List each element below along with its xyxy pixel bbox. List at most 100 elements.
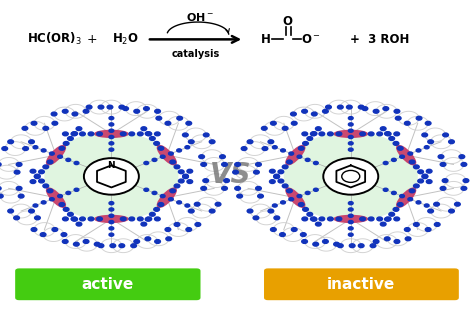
Circle shape [155, 240, 160, 243]
Text: OH$^-$: OH$^-$ [186, 11, 214, 23]
Circle shape [311, 112, 317, 116]
Circle shape [408, 152, 413, 155]
Circle shape [210, 209, 215, 213]
Circle shape [328, 217, 333, 221]
Circle shape [280, 233, 285, 237]
Ellipse shape [397, 146, 416, 165]
Circle shape [160, 155, 165, 158]
Circle shape [110, 244, 116, 248]
Circle shape [158, 146, 164, 150]
Circle shape [428, 209, 434, 213]
Circle shape [146, 132, 152, 136]
Circle shape [394, 132, 400, 136]
Circle shape [284, 132, 417, 220]
Circle shape [129, 132, 135, 136]
Circle shape [278, 179, 284, 183]
Circle shape [319, 132, 325, 136]
Circle shape [337, 105, 343, 109]
Circle shape [358, 244, 364, 248]
Circle shape [362, 107, 368, 111]
Circle shape [383, 188, 388, 192]
Circle shape [18, 194, 24, 198]
Circle shape [35, 174, 40, 178]
Circle shape [2, 147, 8, 151]
Circle shape [174, 184, 180, 188]
Circle shape [187, 180, 192, 184]
Circle shape [16, 163, 22, 166]
Circle shape [348, 214, 353, 217]
Circle shape [289, 198, 293, 201]
Ellipse shape [157, 146, 176, 165]
Circle shape [383, 107, 389, 111]
Circle shape [59, 203, 65, 206]
Circle shape [302, 132, 308, 136]
Circle shape [129, 217, 135, 221]
Circle shape [358, 105, 364, 109]
Circle shape [316, 222, 321, 226]
Circle shape [0, 194, 3, 198]
Circle shape [397, 203, 403, 206]
Circle shape [194, 202, 200, 206]
Circle shape [185, 204, 190, 207]
Circle shape [165, 228, 171, 232]
Text: HC(OR)$_3$: HC(OR)$_3$ [27, 31, 82, 48]
Circle shape [368, 217, 374, 221]
Circle shape [68, 212, 73, 216]
Circle shape [224, 179, 229, 182]
Circle shape [434, 202, 439, 206]
Circle shape [302, 217, 308, 221]
Circle shape [210, 140, 215, 144]
Circle shape [336, 132, 342, 136]
Circle shape [237, 194, 243, 198]
Circle shape [187, 169, 192, 173]
Circle shape [258, 194, 264, 198]
Circle shape [247, 209, 253, 213]
Circle shape [155, 217, 160, 221]
Circle shape [299, 203, 304, 206]
Circle shape [334, 242, 339, 246]
Circle shape [97, 132, 102, 136]
Circle shape [35, 175, 40, 179]
Circle shape [348, 148, 353, 151]
Circle shape [416, 201, 421, 204]
Circle shape [370, 244, 376, 248]
Circle shape [389, 212, 394, 216]
Circle shape [88, 132, 94, 136]
Circle shape [302, 240, 308, 243]
Circle shape [134, 240, 139, 243]
Circle shape [434, 223, 440, 226]
Circle shape [94, 242, 100, 246]
Circle shape [424, 204, 429, 207]
Circle shape [395, 116, 401, 120]
Circle shape [394, 109, 400, 113]
Ellipse shape [157, 188, 176, 207]
Circle shape [64, 141, 69, 145]
Circle shape [51, 112, 57, 116]
Circle shape [141, 127, 146, 130]
Circle shape [165, 121, 171, 125]
Circle shape [145, 132, 151, 135]
Circle shape [283, 126, 288, 130]
Circle shape [416, 149, 421, 152]
Circle shape [409, 160, 415, 164]
Circle shape [241, 147, 247, 151]
Circle shape [426, 169, 432, 173]
Circle shape [83, 240, 89, 243]
Circle shape [310, 132, 316, 136]
Circle shape [107, 105, 113, 109]
Circle shape [174, 165, 180, 169]
Circle shape [109, 208, 114, 211]
Text: catalysis: catalysis [172, 49, 219, 60]
Circle shape [189, 140, 194, 144]
Circle shape [397, 146, 403, 150]
Circle shape [233, 170, 238, 174]
Circle shape [408, 198, 413, 201]
Circle shape [22, 126, 28, 130]
Circle shape [348, 220, 353, 224]
Circle shape [8, 140, 13, 144]
Circle shape [145, 237, 151, 241]
Circle shape [177, 116, 182, 120]
Circle shape [155, 132, 160, 136]
Circle shape [283, 165, 288, 169]
Circle shape [405, 237, 411, 241]
